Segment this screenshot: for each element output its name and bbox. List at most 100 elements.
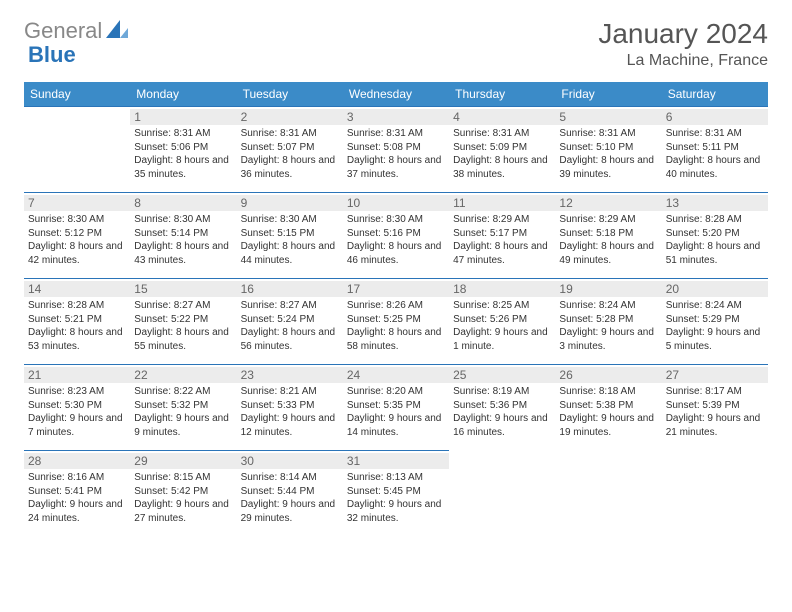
day-number: 27 — [662, 367, 768, 383]
day-number: 2 — [237, 109, 343, 125]
calendar-table: SundayMondayTuesdayWednesdayThursdayFrid… — [24, 82, 768, 537]
day-info: Sunrise: 8:30 AMSunset: 5:14 PMDaylight:… — [134, 213, 232, 267]
calendar-cell: 13Sunrise: 8:28 AMSunset: 5:20 PMDayligh… — [662, 193, 768, 279]
day-number: 23 — [237, 367, 343, 383]
calendar-cell: 2Sunrise: 8:31 AMSunset: 5:07 PMDaylight… — [237, 107, 343, 193]
weekday-header: Saturday — [662, 82, 768, 107]
day-info: Sunrise: 8:22 AMSunset: 5:32 PMDaylight:… — [134, 385, 232, 439]
calendar-cell: 24Sunrise: 8:20 AMSunset: 5:35 PMDayligh… — [343, 365, 449, 451]
day-info: Sunrise: 8:27 AMSunset: 5:22 PMDaylight:… — [134, 299, 232, 353]
calendar-row: 21 Sunrise: 8:23 AMSunset: 5:30 PMDayligh… — [24, 365, 768, 451]
day-info: Sunrise: 8:31 AMSunset: 5:11 PMDaylight:… — [666, 127, 764, 181]
day-number: 3 — [343, 109, 449, 125]
logo-text-blue-wrap: Blue — [28, 42, 76, 68]
calendar-cell: 10Sunrise: 8:30 AMSunset: 5:16 PMDayligh… — [343, 193, 449, 279]
day-info: Sunrise: 8:24 AMSunset: 5:28 PMDaylight:… — [559, 299, 657, 353]
calendar-row: 7Sunrise: 8:30 AMSunset: 5:12 PMDaylight… — [24, 193, 768, 279]
title-block: January 2024 La Machine, France — [598, 18, 768, 70]
day-number: 31 — [343, 453, 449, 469]
calendar-cell: 8 Sunrise: 8:30 AMSunset: 5:14 PMDaylight… — [130, 193, 236, 279]
day-number: 24 — [343, 367, 449, 383]
calendar-cell: 19 Sunrise: 8:24 AMSunset: 5:28 PMDayligh… — [555, 279, 661, 365]
calendar-cell: 23 Sunrise: 8:21 AMSunset: 5:33 PMDayligh… — [237, 365, 343, 451]
day-number: 25 — [449, 367, 555, 383]
location: La Machine, France — [598, 52, 768, 70]
calendar-cell — [24, 107, 130, 193]
weekday-header: Sunday — [24, 82, 130, 107]
month-title: January 2024 — [598, 18, 768, 50]
day-number: 15 — [130, 281, 236, 297]
weekday-header: Wednesday — [343, 82, 449, 107]
day-info: Sunrise: 8:24 AMSunset: 5:29 PMDaylight:… — [666, 299, 764, 353]
calendar-cell: 3Sunrise: 8:31 AMSunset: 5:08 PMDaylight… — [343, 107, 449, 193]
day-number: 5 — [555, 109, 661, 125]
calendar-cell: 7Sunrise: 8:30 AMSunset: 5:12 PMDaylight… — [24, 193, 130, 279]
calendar-row: 1 Sunrise: 8:31 AMSunset: 5:06 PMDaylight… — [24, 107, 768, 193]
day-number: 8 — [130, 195, 236, 211]
day-info: Sunrise: 8:28 AMSunset: 5:21 PMDaylight:… — [28, 299, 126, 353]
day-number: 21 — [24, 367, 130, 383]
calendar-cell — [555, 451, 661, 537]
day-info: Sunrise: 8:23 AMSunset: 5:30 PMDaylight:… — [28, 385, 126, 439]
calendar-cell: 4 Sunrise: 8:31 AMSunset: 5:09 PMDaylight… — [449, 107, 555, 193]
logo: General — [24, 18, 130, 44]
calendar-cell: 29 Sunrise: 8:15 AMSunset: 5:42 PMDayligh… — [130, 451, 236, 537]
calendar-body: 1 Sunrise: 8:31 AMSunset: 5:06 PMDaylight… — [24, 107, 768, 537]
calendar-cell: 11Sunrise: 8:29 AMSunset: 5:17 PMDayligh… — [449, 193, 555, 279]
logo-text-general: General — [24, 18, 102, 44]
calendar-cell: 16 Sunrise: 8:27 AMSunset: 5:24 PMDayligh… — [237, 279, 343, 365]
calendar-cell: 17 Sunrise: 8:26 AMSunset: 5:25 PMDayligh… — [343, 279, 449, 365]
day-number: 29 — [130, 453, 236, 469]
day-number: 30 — [237, 453, 343, 469]
weekday-header: Friday — [555, 82, 661, 107]
calendar-cell: 27 Sunrise: 8:17 AMSunset: 5:39 PMDayligh… — [662, 365, 768, 451]
day-info: Sunrise: 8:27 AMSunset: 5:24 PMDaylight:… — [241, 299, 339, 353]
day-info: Sunrise: 8:25 AMSunset: 5:26 PMDaylight:… — [453, 299, 551, 353]
day-number: 26 — [555, 367, 661, 383]
calendar-cell: 5 Sunrise: 8:31 AMSunset: 5:10 PMDaylight… — [555, 107, 661, 193]
weekday-header: Thursday — [449, 82, 555, 107]
calendar-row: 14 Sunrise: 8:28 AMSunset: 5:21 PMDayligh… — [24, 279, 768, 365]
day-info: Sunrise: 8:16 AMSunset: 5:41 PMDaylight:… — [28, 471, 126, 525]
logo-text-blue: Blue — [28, 42, 76, 67]
day-number: 12 — [555, 195, 661, 211]
day-number: 9 — [237, 195, 343, 211]
day-info: Sunrise: 8:17 AMSunset: 5:39 PMDaylight:… — [666, 385, 764, 439]
calendar-cell: 26Sunrise: 8:18 AMSunset: 5:38 PMDayligh… — [555, 365, 661, 451]
day-number: 18 — [449, 281, 555, 297]
day-number: 11 — [449, 195, 555, 211]
day-number: 14 — [24, 281, 130, 297]
day-info: Sunrise: 8:15 AMSunset: 5:42 PMDaylight:… — [134, 471, 232, 525]
day-info: Sunrise: 8:19 AMSunset: 5:36 PMDaylight:… — [453, 385, 551, 439]
calendar-row: 28 Sunrise: 8:16 AMSunset: 5:41 PMDayligh… — [24, 451, 768, 537]
day-info: Sunrise: 8:28 AMSunset: 5:20 PMDaylight:… — [666, 213, 764, 267]
day-info: Sunrise: 8:14 AMSunset: 5:44 PMDaylight:… — [241, 471, 339, 525]
calendar-cell: 6Sunrise: 8:31 AMSunset: 5:11 PMDaylight… — [662, 107, 768, 193]
day-info: Sunrise: 8:31 AMSunset: 5:09 PMDaylight:… — [453, 127, 551, 181]
day-info: Sunrise: 8:21 AMSunset: 5:33 PMDaylight:… — [241, 385, 339, 439]
day-info: Sunrise: 8:30 AMSunset: 5:12 PMDaylight:… — [28, 213, 126, 267]
calendar-cell: 14 Sunrise: 8:28 AMSunset: 5:21 PMDayligh… — [24, 279, 130, 365]
day-number: 1 — [130, 109, 236, 125]
day-info: Sunrise: 8:31 AMSunset: 5:10 PMDaylight:… — [559, 127, 657, 181]
day-number: 22 — [130, 367, 236, 383]
day-number: 19 — [555, 281, 661, 297]
day-info: Sunrise: 8:31 AMSunset: 5:06 PMDaylight:… — [134, 127, 232, 181]
weekday-header: Monday — [130, 82, 236, 107]
day-number: 4 — [449, 109, 555, 125]
day-number: 17 — [343, 281, 449, 297]
day-number: 16 — [237, 281, 343, 297]
calendar-cell: 22 Sunrise: 8:22 AMSunset: 5:32 PMDayligh… — [130, 365, 236, 451]
day-number: 28 — [24, 453, 130, 469]
day-info: Sunrise: 8:13 AMSunset: 5:45 PMDaylight:… — [347, 471, 445, 525]
calendar-cell: 25 Sunrise: 8:19 AMSunset: 5:36 PMDayligh… — [449, 365, 555, 451]
calendar-cell: 18 Sunrise: 8:25 AMSunset: 5:26 PMDayligh… — [449, 279, 555, 365]
day-info: Sunrise: 8:26 AMSunset: 5:25 PMDaylight:… — [347, 299, 445, 353]
calendar-cell: 30 Sunrise: 8:14 AMSunset: 5:44 PMDayligh… — [237, 451, 343, 537]
header: General January 2024 La Machine, France — [24, 18, 768, 70]
calendar-cell: 21 Sunrise: 8:23 AMSunset: 5:30 PMDayligh… — [24, 365, 130, 451]
calendar-cell: 31 Sunrise: 8:13 AMSunset: 5:45 PMDayligh… — [343, 451, 449, 537]
calendar-cell: 15 Sunrise: 8:27 AMSunset: 5:22 PMDayligh… — [130, 279, 236, 365]
calendar-cell: 9Sunrise: 8:30 AMSunset: 5:15 PMDaylight… — [237, 193, 343, 279]
calendar-cell: 20Sunrise: 8:24 AMSunset: 5:29 PMDayligh… — [662, 279, 768, 365]
